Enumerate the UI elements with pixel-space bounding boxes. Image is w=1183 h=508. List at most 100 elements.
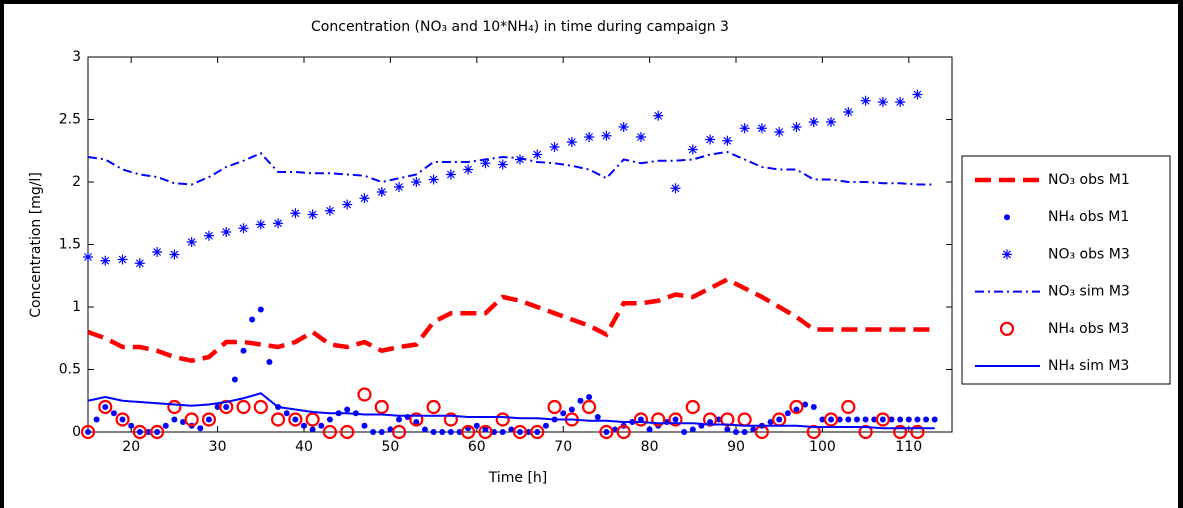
- data-point: [203, 230, 214, 241]
- data-point: [828, 416, 835, 423]
- data-point: [307, 209, 318, 220]
- data-point: [612, 426, 619, 433]
- y-tick-label: 2.5: [59, 112, 81, 128]
- data-point: [322, 424, 338, 440]
- data-point: [430, 429, 437, 435]
- data-point: [340, 424, 355, 440]
- data-point: [115, 412, 130, 427]
- data-point: [774, 127, 785, 137]
- data-point: [344, 406, 351, 413]
- data-point: [162, 422, 169, 429]
- data-point: [378, 429, 385, 435]
- data-point: [586, 394, 593, 400]
- data-point: [102, 404, 109, 410]
- data-point: [197, 425, 204, 432]
- data-point: [808, 117, 819, 127]
- data-point: [733, 429, 739, 435]
- data-point: [633, 412, 649, 427]
- data-point: [560, 410, 567, 417]
- data-point: [635, 132, 646, 142]
- data-point: [897, 416, 904, 423]
- data-point: [221, 227, 232, 237]
- data-point: [525, 429, 532, 435]
- data-point: [409, 412, 424, 427]
- x-tick-label: 40: [295, 439, 313, 455]
- data-point: [532, 149, 543, 160]
- legend-label: NO₃ sim M3: [1048, 284, 1130, 300]
- y-tick-label: 0.5: [59, 362, 81, 378]
- data-point: [515, 154, 525, 165]
- data-point: [724, 426, 731, 433]
- data-point: [443, 412, 458, 427]
- x-tick-label: 60: [468, 439, 486, 455]
- data-point: [394, 182, 405, 192]
- data-point: [305, 412, 320, 427]
- data-point: [750, 426, 757, 433]
- data-point: [152, 247, 163, 257]
- data-point: [877, 97, 888, 107]
- data-point: [396, 416, 403, 423]
- data-point: [411, 177, 422, 187]
- data-point: [845, 416, 852, 423]
- data-point: [136, 429, 143, 435]
- data-point: [584, 132, 595, 142]
- data-point: [119, 416, 126, 423]
- x-tick-label: 110: [895, 439, 922, 455]
- data-point: [238, 223, 249, 234]
- data-point: [853, 416, 860, 423]
- data-point: [599, 424, 614, 440]
- data-point: [653, 110, 664, 121]
- data-point: [895, 97, 906, 107]
- data-point: [231, 376, 238, 383]
- data-point: [326, 416, 333, 423]
- data-point: [681, 429, 688, 435]
- data-point: [150, 424, 165, 440]
- series-line: [87, 392, 935, 430]
- data-point: [426, 399, 441, 415]
- data-point: [292, 416, 299, 423]
- data-point: [618, 122, 629, 132]
- data-point: [912, 89, 923, 100]
- x-axis-label: Time [h]: [488, 470, 548, 486]
- data-point: [893, 424, 908, 440]
- legend-swatch: [999, 321, 1015, 336]
- data-point: [80, 424, 96, 440]
- data-point: [739, 123, 750, 134]
- legend-label: NH₄ obs M3: [1048, 321, 1129, 337]
- data-point: [862, 416, 869, 423]
- data-point: [802, 401, 809, 408]
- data-point: [223, 404, 230, 410]
- data-point: [784, 410, 791, 417]
- data-point: [512, 424, 528, 440]
- data-point: [826, 117, 837, 127]
- y-tick-label: 2: [72, 174, 81, 190]
- data-point: [651, 412, 666, 427]
- data-point: [93, 416, 100, 423]
- data-point: [257, 306, 264, 313]
- x-tick-label: 80: [641, 439, 659, 455]
- data-point: [421, 426, 428, 433]
- data-point: [793, 406, 800, 413]
- y-tick-label: 3: [72, 49, 81, 65]
- data-point: [841, 399, 856, 415]
- data-point: [689, 426, 696, 433]
- data-point: [445, 169, 456, 180]
- data-point: [132, 424, 147, 440]
- data-point: [791, 122, 802, 132]
- data-point: [370, 429, 377, 435]
- data-point: [767, 419, 774, 425]
- data-point: [342, 199, 353, 210]
- data-point: [705, 134, 716, 145]
- x-tick-label: 30: [209, 439, 227, 455]
- data-point: [910, 424, 925, 440]
- data-point: [508, 426, 515, 433]
- frame-top: [0, 0, 1183, 4]
- legend-label: NH₄ obs M1: [1048, 209, 1129, 225]
- frame-right: [1178, 0, 1183, 508]
- data-point: [100, 255, 111, 266]
- data-point: [387, 426, 394, 433]
- data-point: [309, 426, 316, 433]
- y-tick-label: 1: [72, 299, 81, 315]
- data-point: [776, 416, 783, 423]
- chart-title: Concentration (NO₃ and 10*NH₄) in time d…: [311, 19, 729, 35]
